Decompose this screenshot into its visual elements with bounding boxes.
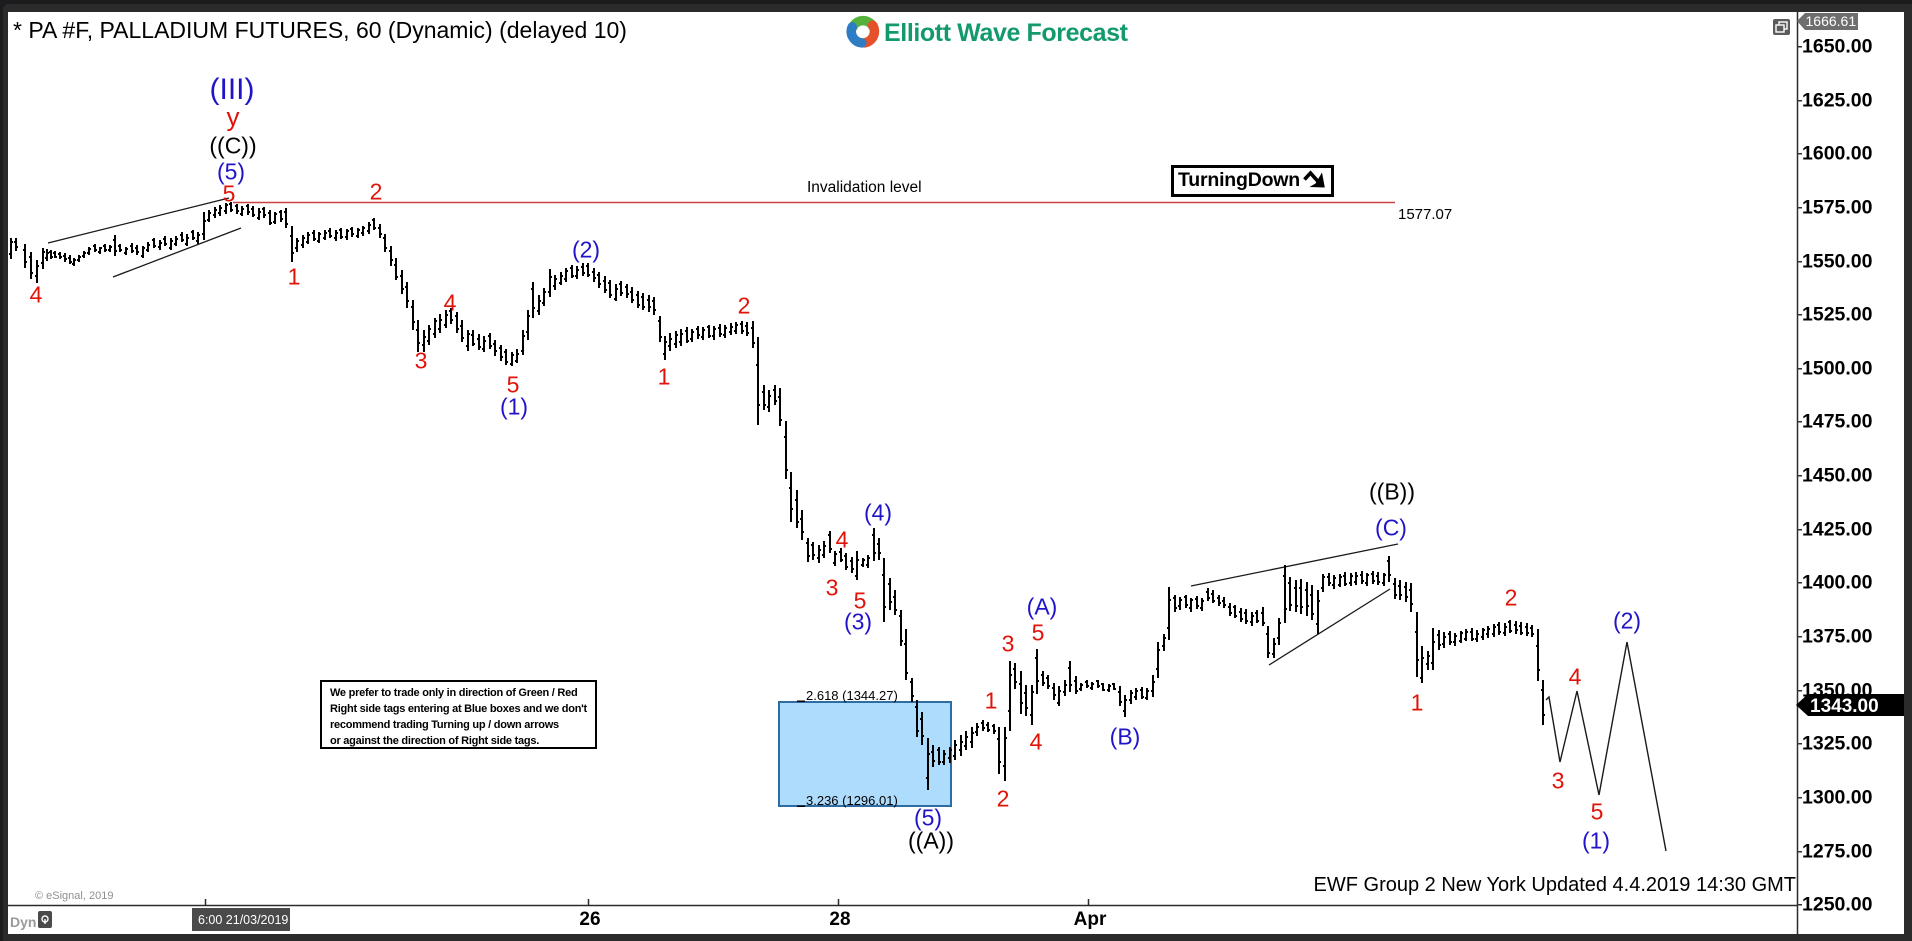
svg-text:1343.00: 1343.00 [1810,696,1879,717]
svg-text:1666.61: 1666.61 [1806,13,1857,29]
